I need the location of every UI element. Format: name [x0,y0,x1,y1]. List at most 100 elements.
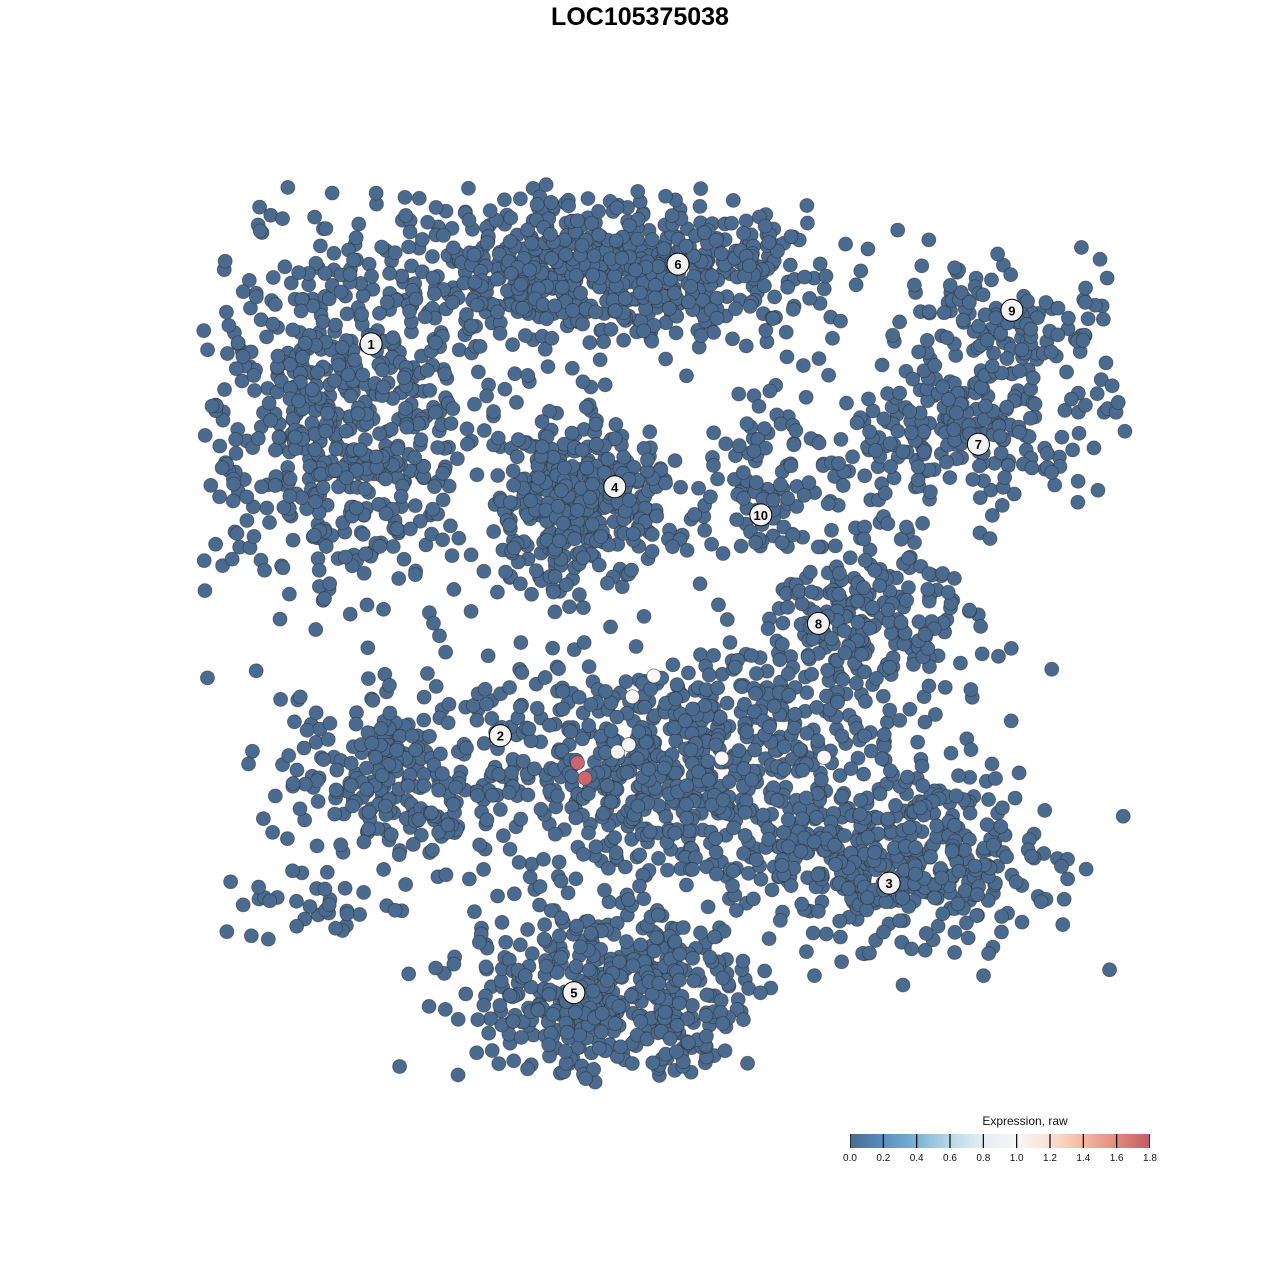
data-point [1061,310,1076,326]
data-point [609,709,625,725]
data-point [254,479,269,495]
data-point [701,772,717,788]
data-point [581,718,597,733]
data-point [327,373,342,389]
data-point [285,776,301,791]
data-point [289,762,305,778]
data-point-expressed [714,750,730,766]
data-point [644,333,660,349]
data-point [576,846,591,862]
data-point [1056,891,1072,907]
cluster-label-1: 1 [359,332,383,356]
data-point [324,185,340,201]
data-point [570,503,585,518]
data-point [416,458,431,474]
data-point [289,918,305,934]
data-point [971,318,987,334]
data-point [281,748,297,763]
data-point [833,432,849,447]
data-point [555,701,571,717]
data-point [490,430,506,446]
data-point [751,398,767,414]
data-point [350,406,366,422]
data-point [895,890,910,906]
data-point [378,798,393,814]
data-point [534,414,550,430]
data-point [307,442,323,457]
data-point [616,332,632,348]
data-point [1059,364,1074,380]
data-point [607,1016,623,1031]
data-point [1025,370,1041,386]
data-point [658,188,673,204]
data-point [856,531,872,547]
data-point [616,449,632,465]
data-point [738,213,754,229]
data-point [628,262,644,278]
data-point [398,401,414,416]
data-point [882,660,897,675]
cluster-label-marker [562,981,586,1005]
data-point [536,931,552,947]
data-point [483,1011,498,1027]
data-point [398,877,414,892]
data-point [862,424,878,440]
data-point [785,302,801,317]
data-point [517,328,533,343]
data-point [947,818,962,833]
data-point [857,664,872,680]
data-point [1030,310,1045,326]
data-point [277,259,293,275]
data-point [431,782,446,798]
data-point [438,644,454,660]
data-point [776,739,792,755]
data-point [953,655,968,671]
data-point [372,539,388,554]
data-point [650,907,666,923]
data-point [419,363,435,378]
data-point [644,543,660,559]
data-point [522,262,537,278]
cluster-label-5: 5 [562,981,586,1005]
data-point [946,422,962,438]
data-point [458,986,474,1002]
data-point [651,850,666,866]
data-point [813,772,829,788]
data-point [1057,403,1073,418]
data-point [486,524,502,539]
data-point [538,177,554,193]
data-point [392,1059,408,1074]
data-point [611,954,627,970]
data-point [970,887,985,903]
data-point [951,768,966,784]
data-point [476,563,492,579]
data-point [992,428,1008,444]
data-point [774,636,790,652]
data-point [361,804,377,820]
data-point [521,721,537,737]
data-point [920,581,936,597]
data-point [524,946,540,962]
data-point [245,743,260,759]
data-point [356,834,372,850]
data-point [476,735,492,751]
data-point [753,985,768,1001]
data-point [251,879,267,895]
data-point [311,562,327,578]
data-point [794,811,810,827]
data-point [1012,363,1027,379]
data-point [448,780,464,795]
data-point [736,1012,751,1028]
data-point [986,837,1001,853]
data-point [459,421,475,437]
data-point [697,522,713,538]
data-point [753,871,769,887]
data-point [544,330,560,346]
data-point [856,766,872,782]
data-point [919,332,935,348]
cluster-label-marker [666,252,690,276]
data-point-expressed [610,744,625,760]
data-point [503,265,519,281]
data-point [547,298,563,314]
